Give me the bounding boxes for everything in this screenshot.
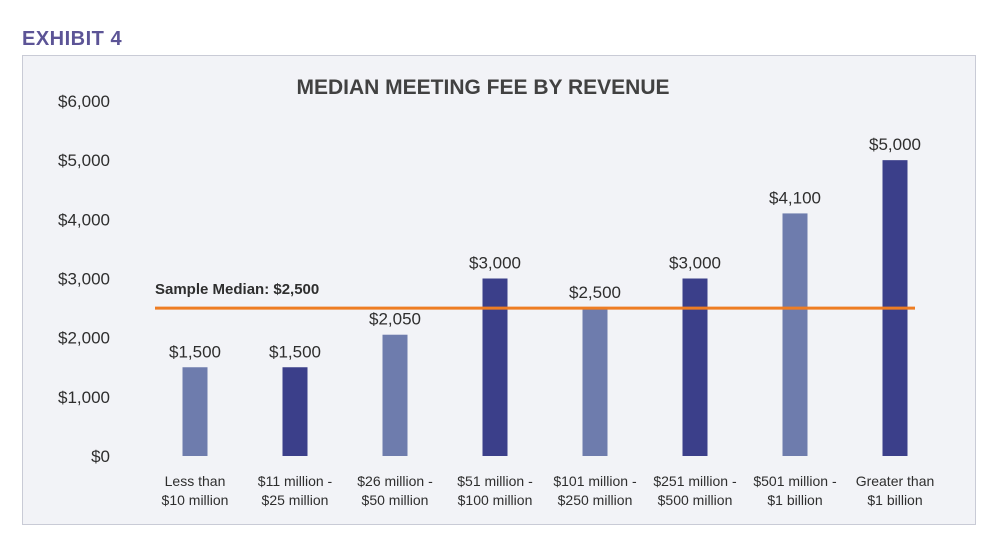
y-tick-label: $4,000 (58, 210, 110, 229)
data-label: $1,500 (169, 342, 221, 361)
data-label: $2,050 (369, 310, 421, 329)
bar (282, 367, 308, 456)
x-tick-label: $1 billion (867, 492, 922, 508)
x-tick-label: $1 billion (767, 492, 822, 508)
data-label: $1,500 (269, 342, 321, 361)
x-tick-label: $251 million - (653, 473, 737, 489)
x-axis: Less than $10 million $11 million - $25 mil… (162, 473, 935, 508)
chart-title: MEDIAN MEETING FEE BY REVENUE (297, 76, 670, 99)
x-tick-label: $26 million - (357, 473, 433, 489)
x-tick-label: Less than (165, 473, 226, 489)
x-tick-label: $51 million - (457, 473, 533, 489)
bar (782, 213, 808, 456)
x-tick-label: $101 million - (553, 473, 637, 489)
data-label: $4,100 (769, 188, 821, 207)
bar (182, 367, 208, 456)
data-label: $5,000 (869, 135, 921, 154)
median-label: Sample Median: $2,500 (155, 281, 319, 298)
data-label: $3,000 (469, 254, 521, 273)
data-label: $3,000 (669, 254, 721, 273)
bar (682, 278, 708, 456)
x-tick-label: $500 million (658, 492, 733, 508)
exhibit-label: EXHIBIT 4 (22, 28, 123, 50)
x-tick-label: $250 million (558, 492, 633, 508)
bar (582, 308, 608, 456)
y-tick-label: $0 (91, 447, 110, 466)
bar (382, 334, 408, 456)
y-tick-label: $6,000 (58, 92, 110, 111)
x-tick-label: $501 million - (753, 473, 837, 489)
y-tick-label: $1,000 (58, 388, 110, 407)
x-tick-label: $50 million (362, 492, 429, 508)
x-tick-label: Greater than (856, 473, 935, 489)
data-label: $2,500 (569, 283, 621, 302)
x-tick-label: $100 million (458, 492, 533, 508)
bar (482, 278, 508, 456)
y-axis: $0 $1,000 $2,000 $3,000 $4,000 $5,000 $6,000 (58, 92, 110, 466)
y-tick-label: $2,000 (58, 329, 110, 348)
x-tick-label: $25 million (262, 492, 329, 508)
y-tick-label: $5,000 (58, 151, 110, 170)
y-tick-label: $3,000 (58, 270, 110, 289)
median-line-group: Sample Median: $2,500 (155, 281, 915, 310)
x-tick-label: $11 million - (258, 473, 333, 489)
x-tick-label: $10 million (162, 492, 229, 508)
